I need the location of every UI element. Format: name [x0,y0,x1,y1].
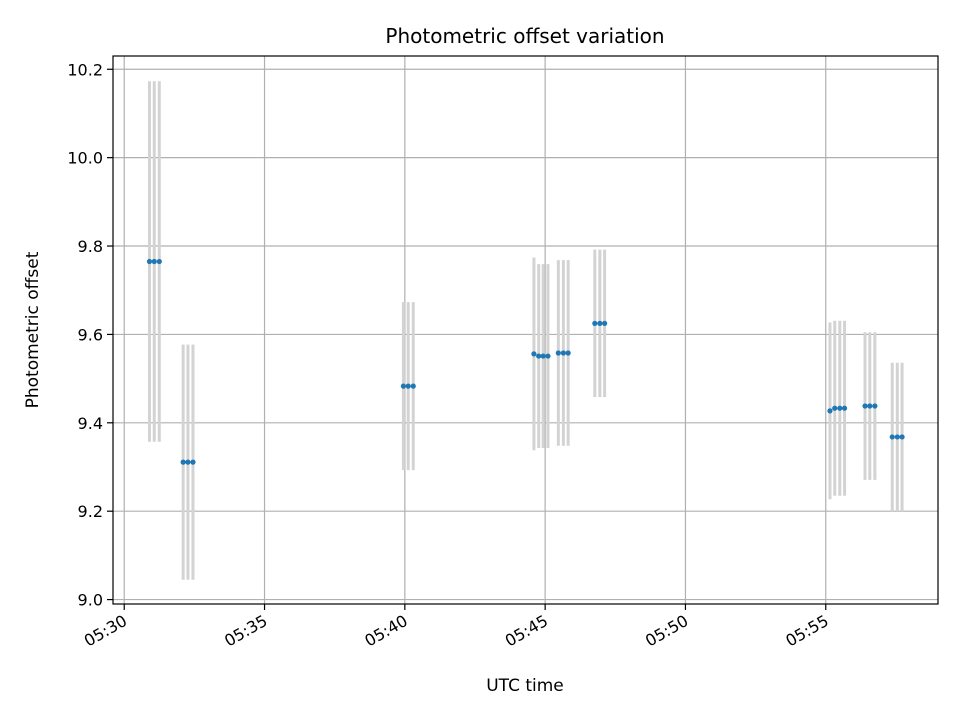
x-axis-ticks: 05:30 05:35 05:40 05:45 05:50 05:55 [81,604,832,651]
y-tick-label: 9.8 [78,237,103,256]
data-point [889,434,895,440]
data-point [862,403,868,409]
data-point [531,351,537,357]
plot-frame [112,55,939,605]
x-tick-label: 05:50 [642,611,691,651]
y-tick-label: 9.6 [78,325,103,344]
data-point [560,350,566,356]
data-point [410,383,416,389]
x-tick-label: 05:45 [502,611,551,651]
data-points [146,258,905,465]
data-point [565,350,571,356]
data-point [555,350,561,356]
data-point [540,353,546,359]
x-axis-label: UTC time [486,676,564,696]
data-point [832,405,838,411]
data-point [545,353,551,359]
chart-title: Photometric offset variation [385,24,664,48]
data-point [841,405,848,411]
x-tick-label: 05:30 [81,611,130,651]
y-axis-ticks: 9.0 9.2 9.4 9.6 9.8 10.0 10.2 [67,60,113,610]
data-point [592,320,598,326]
x-tick-label: 05:40 [361,611,410,651]
data-point [867,403,873,409]
error-bars [147,81,904,580]
y-tick-label: 9.0 [78,591,103,610]
grid-lines [113,56,938,604]
data-point [180,459,186,465]
data-point [405,383,411,389]
data-point [400,383,407,389]
data-point [536,353,542,359]
data-point [190,459,196,465]
data-point [894,434,900,440]
y-tick-label: 10.0 [67,149,103,168]
data-point [837,405,843,411]
data-point [146,258,153,265]
data-point [899,434,905,440]
data-point [597,320,603,326]
y-tick-label: 9.2 [78,502,103,521]
y-tick-label: 9.4 [78,414,103,433]
data-point [827,408,833,414]
data-point [872,403,878,409]
data-point [185,459,191,465]
y-axis-label: Photometric offset [23,251,43,408]
data-point [151,258,157,265]
y-tick-label: 10.2 [67,60,103,79]
x-tick-label: 05:35 [221,611,270,651]
data-point [602,320,608,326]
data-point [156,258,162,265]
x-tick-label: 05:55 [782,611,831,651]
